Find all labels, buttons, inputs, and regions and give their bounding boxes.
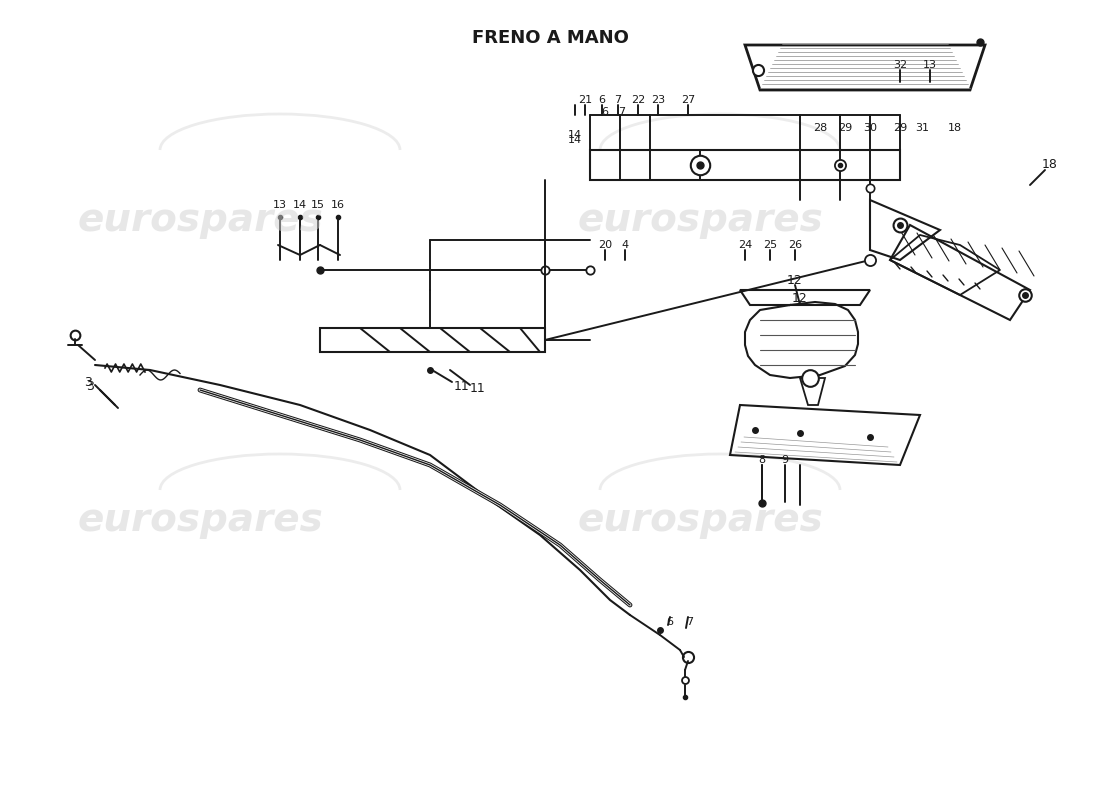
Text: 11: 11 <box>470 382 486 394</box>
Text: eurospares: eurospares <box>77 201 323 239</box>
Text: 6: 6 <box>598 95 605 105</box>
Text: 16: 16 <box>331 200 345 210</box>
Text: 32: 32 <box>893 60 907 70</box>
Text: 4: 4 <box>621 240 628 250</box>
Text: 6: 6 <box>602 107 608 117</box>
Text: 21: 21 <box>578 95 592 105</box>
Text: 18: 18 <box>1042 158 1058 171</box>
Text: 6: 6 <box>667 617 673 627</box>
Text: 14: 14 <box>568 130 582 140</box>
Text: 3: 3 <box>86 379 94 393</box>
Text: 31: 31 <box>915 123 930 133</box>
Text: 7: 7 <box>618 107 626 117</box>
Text: 22: 22 <box>631 95 645 105</box>
Text: 25: 25 <box>763 240 777 250</box>
Text: 14: 14 <box>293 200 307 210</box>
Text: 14: 14 <box>568 135 582 145</box>
Text: 7: 7 <box>686 617 694 627</box>
Text: 9: 9 <box>781 455 789 465</box>
Text: 13: 13 <box>923 60 937 70</box>
Text: eurospares: eurospares <box>77 501 323 539</box>
Text: 7: 7 <box>615 95 622 105</box>
Text: 29: 29 <box>838 123 853 133</box>
Text: 18: 18 <box>948 123 962 133</box>
Text: 13: 13 <box>273 200 287 210</box>
Text: 8: 8 <box>758 455 766 465</box>
Text: 28: 28 <box>813 123 827 133</box>
Text: 12: 12 <box>788 274 803 286</box>
Text: 3: 3 <box>84 375 92 389</box>
Text: 15: 15 <box>311 200 324 210</box>
Text: FRENO A MANO: FRENO A MANO <box>472 29 628 47</box>
Text: 24: 24 <box>738 240 752 250</box>
Text: 30: 30 <box>864 123 877 133</box>
Text: 27: 27 <box>681 95 695 105</box>
Text: 11: 11 <box>454 379 470 393</box>
Text: eurospares: eurospares <box>578 501 823 539</box>
Text: 23: 23 <box>651 95 666 105</box>
Text: 26: 26 <box>788 240 802 250</box>
Text: 29: 29 <box>893 123 907 133</box>
Text: 20: 20 <box>598 240 612 250</box>
Text: 12: 12 <box>792 291 807 305</box>
Text: eurospares: eurospares <box>578 201 823 239</box>
